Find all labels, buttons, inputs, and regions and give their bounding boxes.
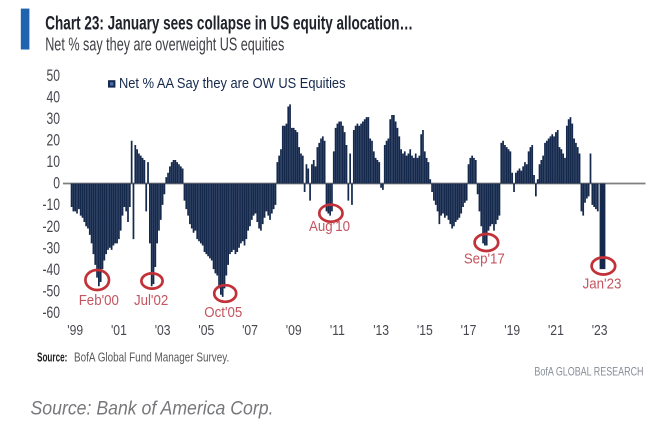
svg-text:20: 20 — [47, 132, 61, 150]
svg-text:BofA GLOBAL RESEARCH: BofA GLOBAL RESEARCH — [534, 365, 643, 379]
svg-text:Sep'17: Sep'17 — [464, 251, 505, 267]
svg-text:'21: '21 — [548, 322, 564, 339]
svg-text:'13: '13 — [373, 322, 389, 339]
svg-text:Jan'23: Jan'23 — [583, 276, 622, 292]
svg-text:-20: -20 — [42, 218, 60, 236]
svg-text:-40: -40 — [42, 261, 60, 279]
svg-text:'05: '05 — [198, 322, 214, 339]
svg-text:-10: -10 — [42, 197, 60, 215]
svg-text:'17: '17 — [461, 322, 477, 339]
svg-text:Chart 23: January sees collaps: Chart 23: January sees collapse in US eq… — [45, 12, 413, 34]
svg-text:'19: '19 — [504, 322, 520, 339]
svg-text:'99: '99 — [67, 322, 83, 339]
svg-text:Jul'02: Jul'02 — [134, 293, 168, 309]
svg-text:40: 40 — [47, 89, 61, 107]
svg-text:50: 50 — [47, 67, 61, 85]
svg-text:Aug'10: Aug'10 — [309, 219, 350, 235]
svg-text:BofA Global Fund Manager Surve: BofA Global Fund Manager Survey. — [74, 351, 229, 364]
svg-text:Source: Bank of America Corp.: Source: Bank of America Corp. — [31, 397, 274, 419]
svg-text:'15: '15 — [417, 322, 433, 339]
svg-text:0: 0 — [53, 175, 60, 193]
svg-text:-30: -30 — [42, 240, 60, 258]
svg-text:Net % say they are overweight: Net % say they are overweight US equitie… — [45, 35, 284, 55]
svg-text:'09: '09 — [286, 322, 302, 339]
svg-text:Net % AA Say they are OW US Eq: Net % AA Say they are OW US Equities — [119, 74, 346, 91]
svg-text:'07: '07 — [242, 322, 258, 339]
svg-text:-50: -50 — [42, 283, 60, 301]
svg-text:-60: -60 — [42, 304, 60, 322]
svg-text:Oct'05: Oct'05 — [204, 304, 242, 320]
svg-text:'01: '01 — [111, 322, 127, 339]
svg-text:Feb'00: Feb'00 — [79, 293, 120, 309]
svg-text:10: 10 — [47, 154, 61, 172]
svg-text:'23: '23 — [592, 322, 608, 339]
svg-text:30: 30 — [47, 111, 61, 129]
svg-text:'11: '11 — [330, 322, 345, 339]
svg-text:Source:: Source: — [37, 351, 67, 365]
svg-text:'03: '03 — [155, 322, 171, 339]
